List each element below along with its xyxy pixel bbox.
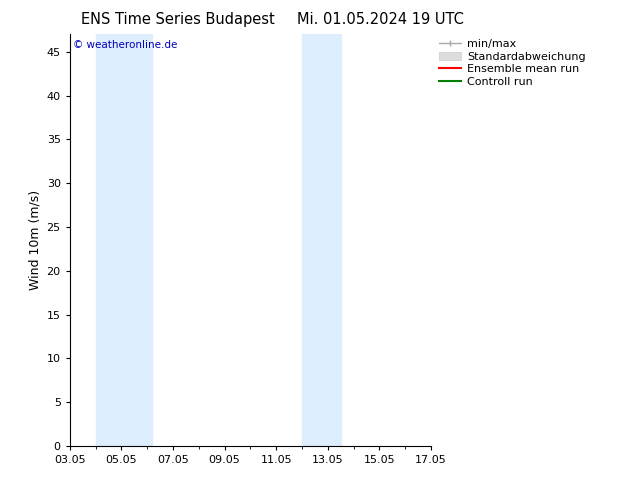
Text: Mi. 01.05.2024 19 UTC: Mi. 01.05.2024 19 UTC xyxy=(297,12,464,27)
Text: © weatheronline.de: © weatheronline.de xyxy=(74,41,178,50)
Bar xyxy=(96,34,152,446)
Y-axis label: Wind 10m (m/s): Wind 10m (m/s) xyxy=(28,190,41,290)
Bar xyxy=(302,34,341,446)
Text: ENS Time Series Budapest: ENS Time Series Budapest xyxy=(81,12,275,27)
Legend: min/max, Standardabweichung, Ensemble mean run, Controll run: min/max, Standardabweichung, Ensemble me… xyxy=(435,34,590,92)
